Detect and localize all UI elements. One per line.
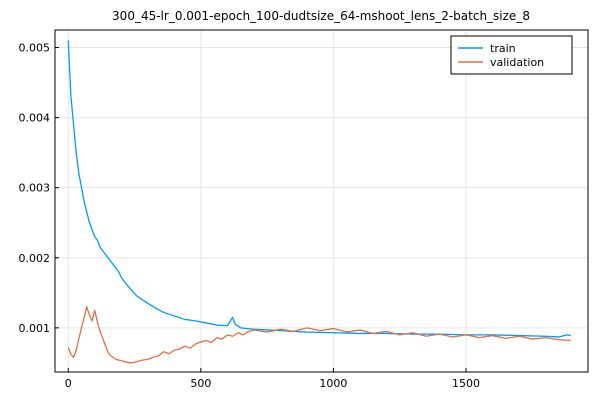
x-tick-label: 1000 — [319, 377, 347, 390]
y-tick-label: 0.001 — [19, 322, 51, 335]
y-tick-label: 0.004 — [19, 112, 51, 125]
legend-box — [450, 35, 573, 75]
series-layer — [67, 40, 571, 364]
x-tick-label: 0 — [65, 377, 72, 390]
chart-title: 300_45-lr_0.001-epoch_100-dudtsize_64-ms… — [112, 9, 530, 23]
legend-label-validation: validation — [490, 56, 544, 69]
y-axis: 0.001 0.002 0.003 0.004 0.005 — [19, 42, 59, 335]
plot-frame — [54, 29, 589, 373]
y-tick-label: 0.003 — [19, 182, 51, 195]
series-line-train — [67, 40, 571, 338]
grid — [55, 30, 588, 372]
y-tick-label: 0.002 — [19, 252, 51, 265]
x-tick-label: 1500 — [452, 377, 480, 390]
legend: train validation — [450, 35, 573, 75]
legend-label-train: train — [490, 42, 516, 55]
x-axis: 0 500 1000 1500 — [65, 368, 480, 390]
y-tick-label: 0.005 — [19, 42, 51, 55]
x-tick-label: 500 — [190, 377, 211, 390]
series-line-validation — [67, 306, 571, 364]
